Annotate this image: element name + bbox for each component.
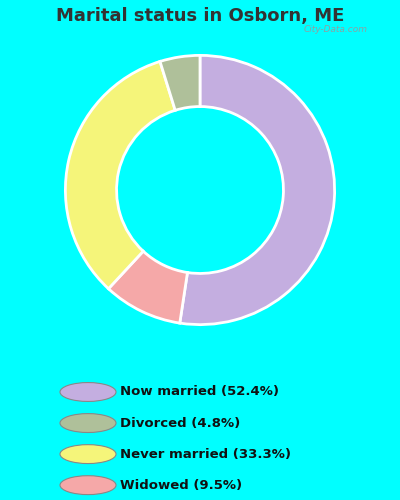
- Circle shape: [60, 444, 116, 464]
- Circle shape: [60, 414, 116, 432]
- Wedge shape: [65, 62, 175, 288]
- Circle shape: [60, 382, 116, 402]
- Wedge shape: [108, 251, 188, 323]
- Text: Widowed (9.5%): Widowed (9.5%): [120, 478, 242, 492]
- Text: Divorced (4.8%): Divorced (4.8%): [120, 416, 240, 430]
- Text: Now married (52.4%): Now married (52.4%): [120, 386, 279, 398]
- Text: Marital status in Osborn, ME: Marital status in Osborn, ME: [56, 8, 344, 26]
- Wedge shape: [180, 56, 335, 324]
- Circle shape: [60, 476, 116, 494]
- Text: City-Data.com: City-Data.com: [304, 26, 368, 35]
- Wedge shape: [160, 56, 200, 110]
- Text: Never married (33.3%): Never married (33.3%): [120, 448, 291, 460]
